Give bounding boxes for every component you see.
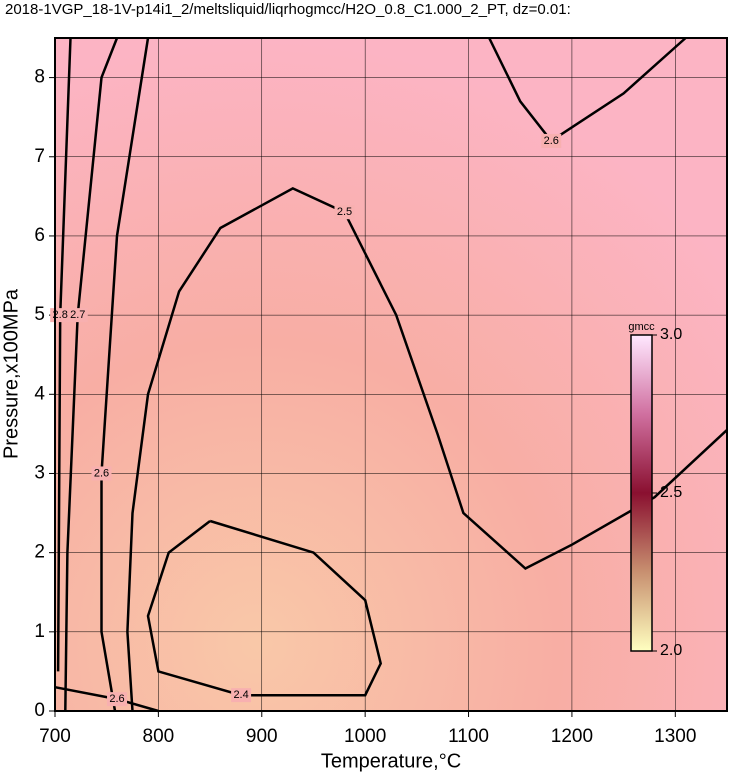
colorbar-tick-label: 2.5 [660,484,682,501]
y-tick-label: 5 [34,304,45,325]
x-axis-label: Temperature,°C [321,750,461,772]
y-tick-label: 0 [34,700,45,721]
y-tick-label: 1 [34,621,45,642]
x-tick-label: 1300 [654,726,696,747]
colorbar-tick-label: 2.0 [660,642,682,659]
contour-label: 2.6 [109,693,124,705]
colorbar-tick-label: 3.0 [660,326,682,343]
chart-title: 2018-1VGP_18-1V-p14i1_2/meltsliquid/liqr… [5,1,571,18]
contour-line [146,519,383,697]
contour-label: 2.5 [337,206,352,218]
contour-label: 2.8 [53,309,68,321]
plot-background [55,38,727,711]
x-tick-label: 800 [143,726,175,747]
contour-label-bg [541,133,562,148]
x-tick-label: 1200 [551,726,593,747]
y-tick-label: 7 [34,146,45,167]
y-tick-label: 6 [34,225,45,246]
x-tick-label: 700 [39,726,71,747]
y-tick-label: 3 [34,462,45,483]
contour-label: 2.6 [544,135,559,147]
y-tick-label: 4 [34,383,45,404]
contour-label-bg [67,308,88,323]
y-axis-label: Pressure,x100MPa [0,288,22,459]
contour-label-bg [334,205,355,220]
contour-label: 2.7 [70,309,85,321]
x-tick-label: 1100 [448,726,489,747]
contour-label-bg [91,466,112,481]
x-tick-label: 900 [246,726,278,747]
contour-label: 2.6 [94,467,109,479]
x-tick-label: 1000 [344,726,386,747]
plot-frame [54,37,728,712]
contour-label-bg [231,688,252,703]
contour-label-bg [107,692,128,707]
colorbar-label: gmcc [628,321,655,333]
contour-label: 2.4 [233,689,248,701]
colorbar [630,334,653,652]
y-tick-label: 8 [34,67,45,88]
y-tick-label: 2 [34,542,45,563]
